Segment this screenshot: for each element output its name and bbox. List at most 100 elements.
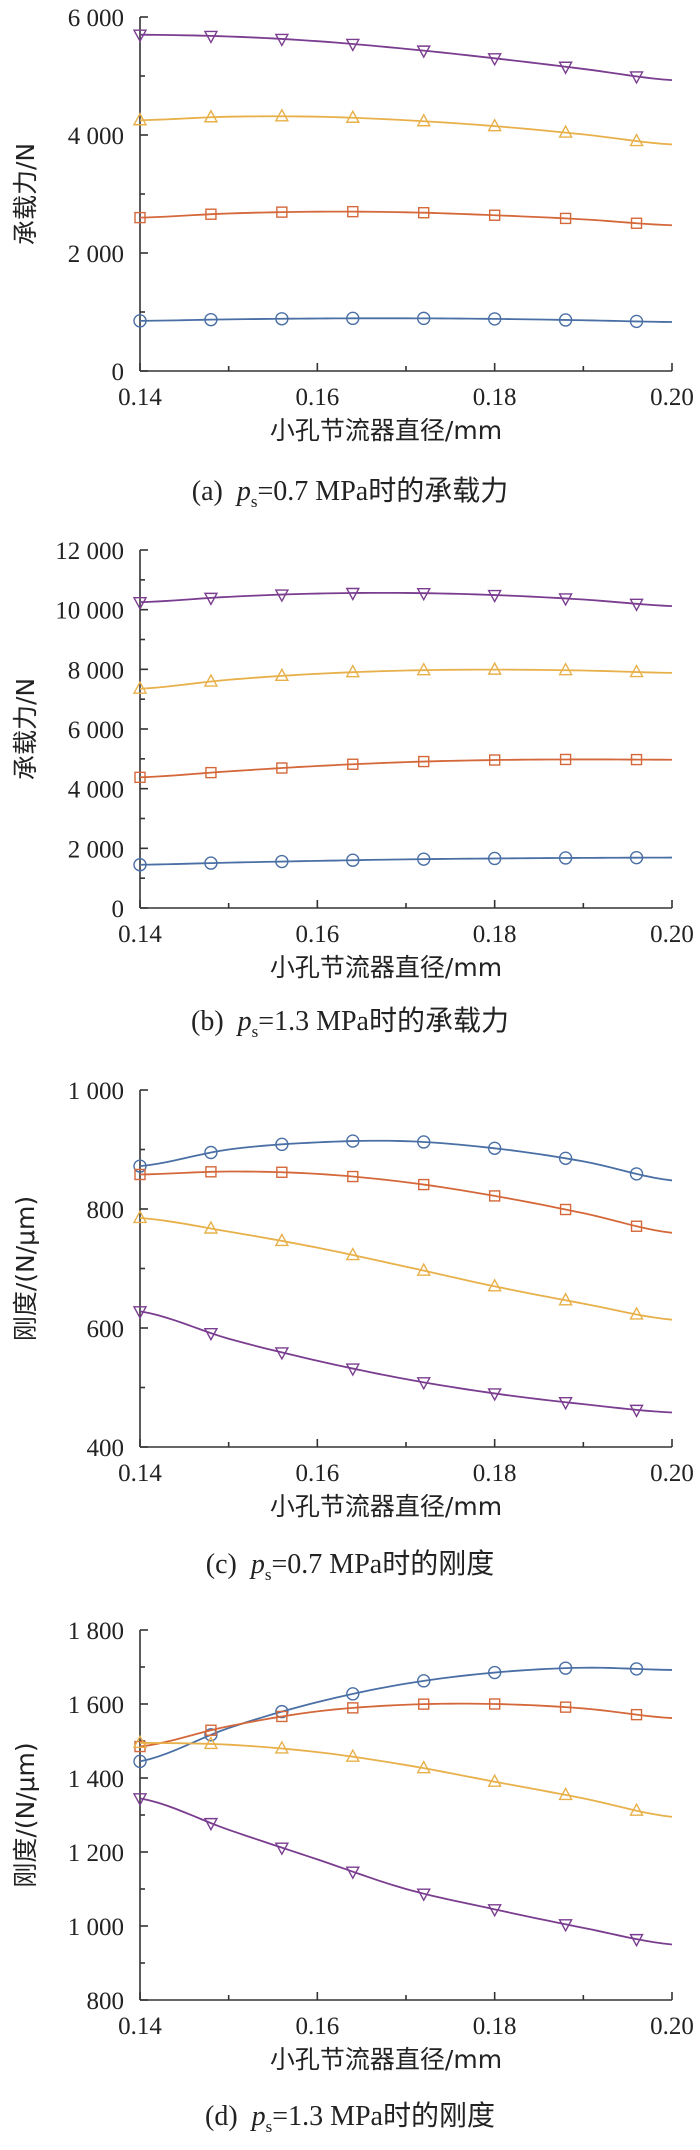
marker-circle <box>204 1728 218 1742</box>
marker-square <box>630 217 643 229</box>
marker-square <box>347 205 359 218</box>
y-tick-label: 0 <box>112 359 125 386</box>
marker-triangle-up <box>132 112 148 126</box>
marker-circle <box>204 312 218 327</box>
x-tick-label: 0.14 <box>118 2013 162 2040</box>
marker-circle <box>417 311 431 326</box>
marker-square <box>276 1710 288 1723</box>
marker-triangle-up <box>274 667 290 682</box>
marker-square <box>488 209 501 221</box>
series-line-triangle-down <box>139 33 673 82</box>
marker-triangle-down <box>487 1904 502 1918</box>
marker-triangle-down <box>629 598 644 612</box>
marker-triangle-down <box>203 30 219 44</box>
x-tick-label: 0.20 <box>650 384 694 411</box>
series-triangle-down <box>132 1306 673 1418</box>
marker-triangle-down <box>558 593 573 607</box>
marker-triangle-down <box>487 1388 502 1402</box>
marker-circle <box>204 1145 218 1160</box>
marker-triangle-down <box>132 29 148 43</box>
marker-square <box>205 766 217 779</box>
marker-circle <box>417 852 431 866</box>
y-tick-label: 1 200 <box>68 1840 124 1867</box>
marker-triangle-up <box>487 1773 502 1787</box>
y-tick-label: 0 <box>112 896 125 923</box>
marker-triangle-up <box>203 109 219 123</box>
marker-square <box>559 1701 572 1713</box>
y-tick-label: 4 000 <box>68 777 124 804</box>
marker-triangle-down <box>132 597 148 611</box>
chart-d-stiffness-1.3mpa: 0.14 0.16 0.18 0.20 800 1 000 1 200 1 400 1 600 1… <box>11 1618 694 2074</box>
marker-circle <box>346 1687 360 1701</box>
y-tick-label: 12 000 <box>55 538 124 565</box>
marker-triangle-down <box>274 1842 290 1856</box>
marker-square <box>630 1708 643 1721</box>
y-tick-label: 2 000 <box>68 241 124 268</box>
series-square <box>134 1698 673 1753</box>
x-tick-label: 0.18 <box>473 384 517 411</box>
chart-a-bearing-capacity-0.7mpa: 0.14 0.16 0.18 0.20 0 2 000 4 000 6 000 小孔节流器直径/… <box>11 5 694 445</box>
marker-triangle-up <box>629 1802 644 1816</box>
series-line-circle <box>139 1139 673 1182</box>
marker-square <box>559 1203 572 1216</box>
series-triangle-down <box>132 1793 673 1948</box>
marker-square <box>276 762 288 774</box>
marker-triangle-up <box>203 1735 219 1750</box>
marker-triangle-up <box>203 1220 219 1234</box>
series-circle <box>133 850 673 872</box>
y-tick-label: 600 <box>87 1316 125 1343</box>
marker-triangle-down <box>132 1306 148 1320</box>
series-line-circle <box>139 1666 673 1763</box>
marker-circle <box>346 311 360 326</box>
y-tick-label: 8 000 <box>68 657 124 684</box>
marker-square <box>630 753 643 766</box>
marker-triangle-down <box>274 1347 290 1361</box>
marker-circle <box>558 1151 573 1166</box>
marker-triangle-down <box>629 1404 644 1418</box>
marker-triangle-down <box>558 1397 573 1411</box>
series-triangle-up <box>132 1734 673 1818</box>
marker-circle <box>558 1661 573 1675</box>
marker-triangle-up <box>416 1760 431 1774</box>
marker-triangle-down <box>416 1888 431 1902</box>
caption-b: (b) ps=1.3 MPa时的承载力 <box>191 1005 509 1041</box>
chart-c-stiffness-0.7mpa: 0.14 0.16 0.18 0.20 400 600 800 1 000 小孔节流器直径/mm… <box>11 1078 694 1521</box>
marker-triangle-up <box>345 1748 360 1762</box>
marker-circle <box>275 312 289 326</box>
x-tick-label: 0.16 <box>295 384 339 411</box>
y-tick-label: 2 000 <box>68 836 124 863</box>
marker-circle <box>558 851 573 865</box>
series-triangle-up <box>132 1209 673 1321</box>
marker-triangle-down <box>345 1866 360 1880</box>
marker-circle <box>346 1134 360 1148</box>
y-tick-label: 800 <box>87 1988 125 2015</box>
marker-circle <box>487 851 502 866</box>
marker-triangle-down <box>487 589 502 604</box>
marker-triangle-up <box>345 109 360 123</box>
marker-triangle-up <box>558 1786 573 1801</box>
marker-circle <box>275 1137 289 1152</box>
y-tick-label: 6 000 <box>68 717 124 744</box>
series-line-triangle-up <box>139 115 673 146</box>
marker-circle <box>629 314 644 329</box>
marker-square <box>276 206 288 218</box>
marker-circle <box>275 1704 289 1719</box>
series-triangle-up <box>132 661 673 694</box>
marker-triangle-down <box>345 587 360 601</box>
marker-triangle-up <box>558 662 573 676</box>
x-tick-label: 0.14 <box>118 1460 162 1487</box>
x-tick-label: 0.20 <box>650 921 694 948</box>
series-square <box>134 1166 673 1234</box>
marker-triangle-down <box>558 1919 573 1933</box>
series-line-triangle-up <box>139 668 673 690</box>
series-line-triangle-down <box>139 591 673 607</box>
marker-square <box>276 1166 288 1178</box>
marker-triangle-down <box>416 1377 431 1391</box>
series-circle <box>133 1134 673 1182</box>
marker-triangle-up <box>558 1292 573 1306</box>
chart-b-bearing-capacity-1.3mpa: 0.14 0.16 0.18 0.20 0 2 000 4 000 6 000 8 000 10 … <box>11 538 694 982</box>
series-line-square <box>139 758 673 779</box>
marker-triangle-down <box>558 61 573 75</box>
x-tick-label: 0.14 <box>118 921 162 948</box>
